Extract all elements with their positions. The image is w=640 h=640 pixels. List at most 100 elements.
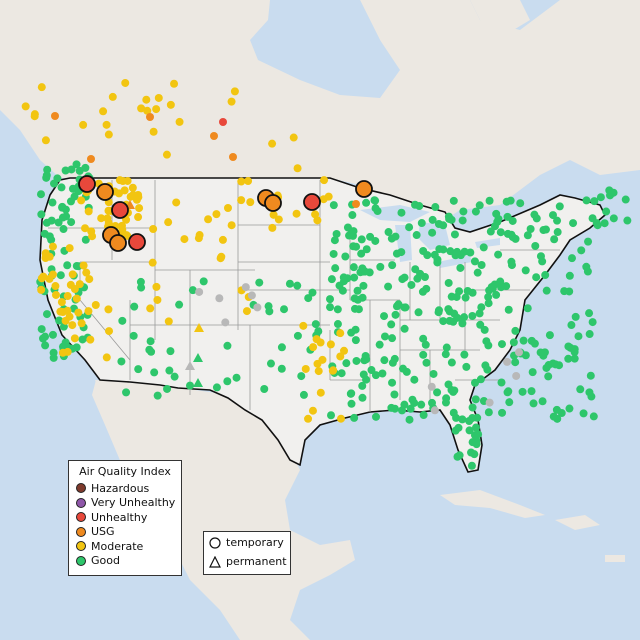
monitor-marker: [148, 258, 157, 267]
monitor-marker: [230, 87, 239, 96]
permanent-monitor-marker: [193, 353, 203, 362]
monitor-marker: [289, 133, 298, 142]
monitor-marker: [452, 413, 461, 422]
monitor-marker: [146, 337, 155, 346]
monitor-marker: [67, 218, 76, 227]
highlighted-monitor-marker: [355, 180, 373, 198]
monitor-marker: [545, 331, 554, 340]
monitor-marker: [444, 305, 453, 314]
monitor-marker: [326, 340, 335, 349]
monitor-marker: [299, 390, 308, 399]
monitor-marker: [410, 375, 419, 384]
legend-label: Moderate: [91, 539, 144, 553]
legend-row-hazardous: Hazardous: [69, 481, 181, 496]
monitor-marker: [417, 219, 426, 228]
monitor-marker: [427, 382, 436, 391]
monitor-marker: [117, 221, 126, 230]
monitor-marker: [162, 150, 171, 159]
monitor-marker: [65, 244, 74, 253]
monitor-marker: [585, 330, 594, 339]
monitor-marker: [419, 350, 428, 359]
monitor-marker: [586, 371, 595, 380]
monitor-marker: [219, 118, 227, 126]
monitor-marker: [88, 232, 97, 241]
monitor-marker: [170, 79, 179, 88]
monitor-marker: [242, 307, 251, 316]
monitor-marker: [538, 257, 547, 266]
monitor-marker: [65, 312, 74, 321]
monitor-marker: [565, 271, 574, 280]
highlighted-monitor-marker: [96, 183, 114, 201]
monitor-marker: [449, 196, 458, 205]
monitor-marker: [55, 316, 64, 325]
monitor-marker: [102, 120, 111, 129]
monitor-marker: [340, 346, 349, 355]
highlighted-monitor-marker: [264, 194, 282, 212]
monitor-marker: [329, 366, 338, 375]
monitor-marker: [494, 250, 503, 259]
monitor-marker: [358, 393, 367, 402]
legend-row-moderate: Moderate: [69, 539, 181, 554]
monitor-marker: [237, 177, 246, 186]
monitor-marker: [146, 304, 155, 313]
monitor-marker: [542, 286, 551, 295]
monitor-marker: [442, 343, 451, 352]
monitor-marker: [308, 288, 317, 297]
arctic-island: [470, 0, 530, 35]
monitor-marker: [146, 113, 154, 121]
monitor-marker: [492, 209, 501, 218]
monitor-marker: [68, 321, 77, 330]
monitor-marker: [460, 350, 469, 359]
monitor-marker: [48, 198, 57, 207]
cuba: [440, 490, 545, 518]
monitor-marker: [241, 283, 250, 292]
monitor-marker: [433, 255, 442, 264]
monitor-marker: [72, 294, 81, 303]
monitor-marker: [170, 372, 179, 381]
monitor-marker: [45, 252, 54, 261]
monitor-marker: [388, 261, 397, 270]
monitor-marker: [485, 398, 494, 407]
monitor-marker: [439, 245, 448, 254]
monitor-marker: [299, 321, 308, 330]
legend-swatch: [76, 541, 86, 552]
monitor-marker: [484, 293, 493, 302]
monitor-marker: [552, 405, 561, 414]
monitor-marker: [326, 303, 335, 312]
monitor-marker: [362, 198, 371, 207]
monitor-marker: [81, 235, 90, 244]
monitor-marker: [351, 304, 360, 313]
monitor-marker: [37, 285, 46, 294]
monitor-marker: [453, 313, 462, 322]
monitor-marker: [333, 305, 342, 314]
legend-label: Very Unhealthy: [91, 496, 176, 510]
monitor-marker: [105, 327, 114, 336]
monitor-marker: [41, 341, 50, 350]
monitor-marker: [331, 264, 340, 273]
monitor-marker: [497, 340, 506, 349]
monitor-marker: [428, 228, 437, 237]
monitor-marker: [152, 105, 161, 114]
monitor-marker: [253, 303, 262, 312]
monitor-marker: [582, 196, 591, 205]
monitor-marker: [532, 214, 541, 223]
monitor-marker: [81, 224, 90, 233]
monitor-marker: [548, 211, 557, 220]
monitor-marker: [480, 325, 489, 334]
legend-row-unhealthy: Unhealthy: [69, 510, 181, 525]
monitor-marker: [269, 210, 278, 219]
monitor-marker: [492, 290, 501, 299]
monitor-marker: [153, 295, 162, 304]
monitor-marker: [482, 337, 491, 346]
monitor-marker: [471, 378, 480, 387]
monitor-marker: [587, 392, 596, 401]
monitor-marker: [84, 307, 93, 316]
monitor-marker: [473, 268, 482, 277]
monitor-marker: [527, 387, 536, 396]
monitor-marker: [164, 317, 173, 326]
monitor-marker: [117, 357, 126, 366]
monitor-marker: [221, 318, 230, 327]
legend-swatch: [76, 555, 86, 566]
monitor-marker: [466, 248, 475, 257]
monitor-marker: [423, 251, 432, 260]
